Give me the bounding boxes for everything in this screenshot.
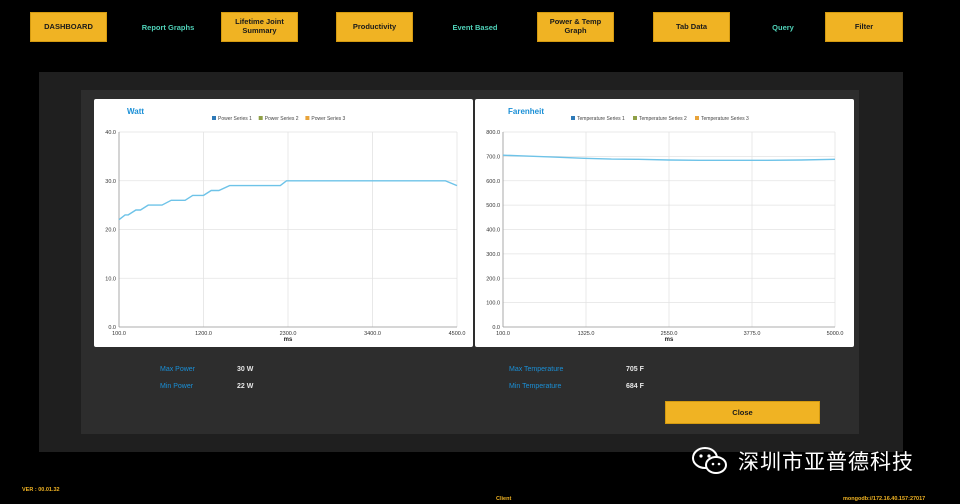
version-label: VER : 00.01.32 [22,487,60,493]
nav-productivity-button[interactable]: Productivity [336,12,413,42]
max-power-value: 30 W [237,366,254,373]
nav-tab-data-button[interactable]: Tab Data [653,12,730,42]
legend-swatch [695,116,699,120]
power-chart: 0.0 10.0 20.0 30.0 40.0 100.0 1200.0 2300.0 3400… [105,116,466,343]
min-temperature-value: 684 F [626,383,644,390]
legend-swatch [212,116,216,120]
legend-label: Power Series 3 [311,116,345,122]
nav-query-link[interactable]: Query [772,22,794,32]
max-temperature-label: Max Temperature [509,366,564,373]
legend-label: Temperature Series 2 [639,116,687,122]
y-tick-label: 300.0 [486,252,500,258]
min-power-value: 22 W [237,383,254,390]
legend-swatch [571,116,575,120]
power-chart-title: Watt [127,107,145,116]
y-tick-label: 100.0 [486,301,500,307]
x-tick-label: 100.0 [112,331,126,337]
close-button[interactable]: Close [665,401,820,424]
wechat-icon [692,447,727,474]
y-tick-label: 400.0 [486,228,500,234]
nav-dashboard-button[interactable]: DASHBOARD [30,12,107,42]
x-tick-label: 1200.0 [195,331,212,337]
x-tick-label: 5000.0 [827,331,844,337]
legend-label: Temperature Series 3 [701,116,749,122]
y-tick-label: 600.0 [486,179,500,185]
legend-swatch [633,116,637,120]
legend-label: Power Series 1 [218,116,252,122]
y-tick-label: 20.0 [105,228,116,234]
y-tick-label: 40.0 [105,130,116,136]
y-tick-label: 200.0 [486,276,500,282]
nav-event-based-link[interactable]: Event Based [452,22,498,32]
y-tick-label: 500.0 [486,203,500,209]
temperature-chart-title: Farenheit [508,107,545,116]
y-tick-label: 30.0 [105,179,116,185]
x-tick-label: 100.0 [496,331,510,337]
x-axis-label: ms [284,337,293,343]
y-tick-label: 10.0 [105,276,116,282]
min-power-label: Min Power [160,383,194,390]
series-line [502,154,836,161]
connection-string: mongodb://172.16.40.157:27017 [843,496,926,502]
nav-report-graphs-link[interactable]: Report Graphs [141,22,195,32]
min-temperature-label: Min Temperature [509,383,562,390]
nav-lifetime-joint-summary-button[interactable]: Lifetime Joint Summary [221,12,298,42]
temperature-chart-card: 0.0 100.0 200.0 300.0 400.0 500.0 600.0 700.0 80… [475,99,854,347]
x-tick-label: 3400.0 [364,331,381,337]
x-axis-label: ms [665,337,674,343]
x-tick-label: 3775.0 [744,331,761,337]
max-temperature-value: 705 F [626,366,644,373]
temperature-chart: 0.0100.0200.0300.0400.0500.0600.0700.080… [486,116,844,343]
legend-label: Temperature Series 1 [577,116,625,122]
y-tick-label: 0.0 [492,325,500,331]
series-line [118,180,458,221]
legend-swatch [305,116,310,120]
nav-filter-button[interactable]: Filter [825,12,903,42]
y-tick-label: 0.0 [108,325,116,331]
watermark-text: 深圳市亚普德科技 [738,450,914,474]
client-label: Client [496,496,512,502]
x-tick-label: 4500.0 [449,331,466,337]
max-power-label: Max Power [160,366,196,373]
x-tick-label: 2550.0 [661,331,678,337]
nav-power-temp-graph-button[interactable]: Power & Temp Graph [537,12,614,42]
x-tick-label: 2300.0 [280,331,297,337]
y-tick-label: 800.0 [486,130,500,136]
power-chart-card: 0.0 10.0 20.0 30.0 40.0 100.0 1200.0 2300.0 3400… [94,99,473,347]
legend-swatch [258,116,263,120]
legend-label: Power Series 2 [265,116,299,122]
x-tick-label: 1325.0 [578,331,595,337]
y-tick-label: 700.0 [486,154,500,160]
watermark: 深圳市亚普德科技 [690,446,914,476]
